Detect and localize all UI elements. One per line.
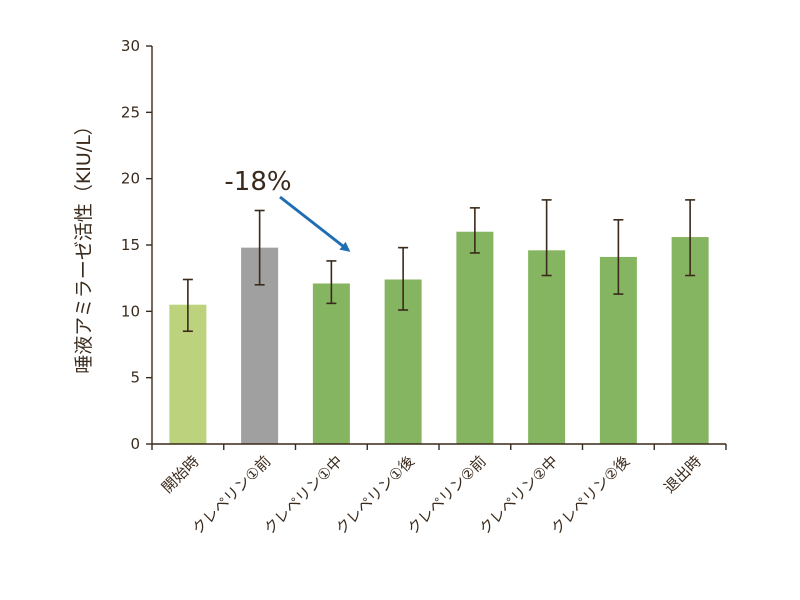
error-bar-3: [398, 246, 409, 311]
axes-layer: [146, 45, 727, 450]
error-bar-0: [182, 278, 193, 333]
annotation-arrow: [279, 195, 351, 252]
bar-2: [312, 283, 350, 444]
y-tick-label-3: 15: [121, 236, 140, 254]
annotation-layer: -18%: [224, 167, 351, 252]
error-bar-7: [685, 199, 696, 277]
y-tick-label-1: 5: [130, 369, 140, 387]
y-tick-label-5: 25: [121, 103, 140, 121]
x-tick-label-7: 退出時: [660, 452, 705, 497]
y-tick-label-4: 20: [121, 170, 140, 188]
bar-4: [456, 231, 494, 444]
y-axis-title: 唾液アミラーゼ活性（KIU/L）: [73, 116, 95, 374]
bar-5: [528, 250, 566, 444]
error-bar-6: [613, 218, 624, 295]
error-bar-5: [541, 199, 552, 277]
bars-layer: [169, 231, 709, 444]
y-tick-label-0: 0: [130, 435, 140, 453]
y-tick-label-6: 30: [121, 37, 140, 55]
x-tick-label-0: 開始時: [158, 452, 203, 497]
y-tick-label-2: 10: [121, 302, 140, 320]
error-bar-1: [254, 209, 265, 286]
annotation-label: -18%: [224, 167, 291, 197]
error-bar-2: [326, 260, 337, 305]
error-bar-4: [469, 207, 480, 254]
error-bars-layer: [182, 199, 696, 333]
